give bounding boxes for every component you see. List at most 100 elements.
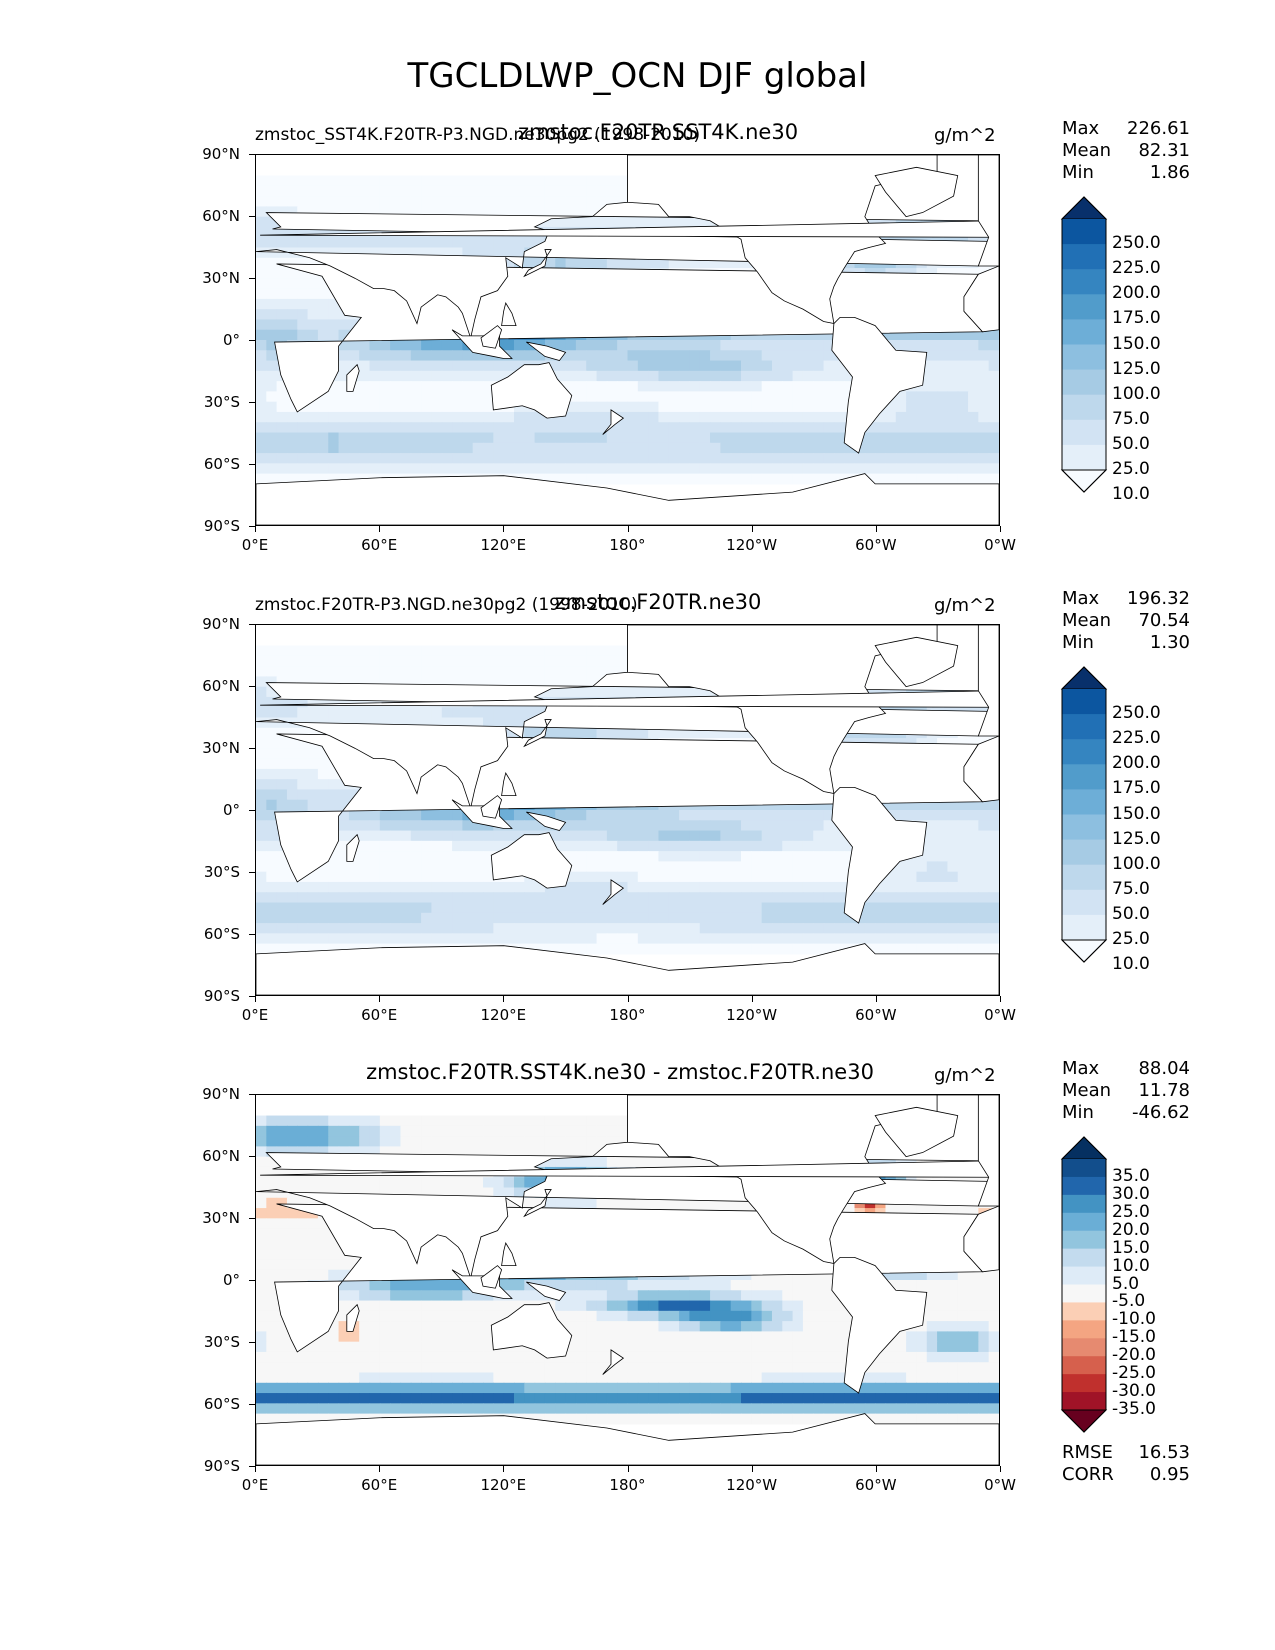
field-cell — [988, 422, 999, 434]
field-cell — [720, 411, 732, 423]
field-cell — [462, 912, 474, 924]
field-cell — [947, 473, 959, 485]
field-cell — [823, 810, 835, 821]
field-cell — [885, 881, 897, 893]
field-cell — [720, 810, 732, 821]
coastline-philippines — [501, 771, 517, 797]
field-cell — [968, 463, 979, 475]
field-cell — [575, 645, 587, 657]
field-cell — [307, 707, 319, 719]
field-cell — [493, 902, 505, 914]
field-cell — [637, 391, 649, 403]
field-cell — [596, 892, 608, 904]
field-cell — [679, 861, 691, 873]
field-cell — [802, 871, 814, 883]
field-cell — [328, 851, 340, 862]
field-cell — [575, 216, 587, 228]
y-tick-mark — [249, 934, 255, 935]
field-cell — [328, 391, 340, 403]
field-cell — [266, 381, 278, 392]
colorbar-segment — [1062, 419, 1106, 446]
field-cell — [813, 463, 825, 475]
field-cell — [555, 453, 567, 464]
y-tick-label: 90°S — [203, 517, 240, 535]
field-cell — [544, 340, 556, 351]
field-cell — [317, 442, 329, 454]
y-tick-mark — [249, 464, 255, 465]
field-cell — [627, 216, 639, 228]
field-cell — [565, 196, 577, 207]
map-svg — [256, 155, 999, 525]
field-cell — [637, 257, 649, 269]
field-cell — [637, 686, 649, 698]
field-cell — [947, 370, 959, 382]
field-cell — [668, 391, 680, 403]
field-cell — [307, 768, 319, 780]
field-cell — [379, 442, 391, 454]
field-cell — [596, 840, 608, 852]
field-cell — [441, 422, 453, 434]
field-cell — [286, 1177, 298, 1189]
field-cell — [286, 912, 298, 924]
field-cell — [906, 442, 918, 454]
field-cell — [359, 381, 371, 392]
field-cell — [771, 350, 783, 362]
field-cell — [658, 442, 670, 454]
field-cell — [483, 892, 494, 904]
field-cell — [617, 861, 629, 873]
field-cell — [710, 381, 721, 392]
field-cell — [596, 257, 608, 269]
field-cell — [596, 196, 608, 207]
field-cell — [730, 350, 742, 362]
field-cell — [513, 175, 525, 187]
field-cell — [390, 645, 402, 657]
field-cell — [431, 861, 443, 873]
field-cell — [627, 840, 639, 852]
field-cell — [317, 779, 329, 791]
field-cell — [276, 319, 288, 331]
field-cell — [472, 707, 484, 719]
field-cell — [906, 401, 918, 413]
field-cell — [503, 933, 515, 945]
y-tick-mark — [249, 996, 255, 997]
field-cell — [286, 645, 298, 657]
coastline-greenland — [874, 636, 959, 688]
field-cell — [761, 933, 773, 945]
field-cell — [792, 391, 804, 403]
field-cell — [741, 340, 752, 351]
field-cell — [410, 655, 422, 667]
field-cell — [513, 933, 525, 945]
field-cell — [575, 381, 587, 392]
field-cell — [379, 247, 391, 259]
field-cell — [483, 851, 494, 862]
field-cell — [544, 1146, 556, 1158]
field-cell — [668, 861, 680, 873]
field-cell — [761, 370, 773, 382]
field-cell — [575, 432, 587, 444]
field-cell — [802, 381, 814, 392]
field-cell — [710, 257, 721, 269]
field-cell — [957, 329, 969, 341]
field-cell — [575, 411, 587, 423]
field-cell — [875, 411, 887, 423]
field-cell — [771, 912, 783, 924]
field-cell — [751, 933, 763, 945]
field-cell — [668, 422, 680, 434]
field-cell — [493, 923, 505, 934]
field-cell — [782, 411, 794, 423]
field-cell — [266, 319, 278, 331]
field-cell — [513, 707, 525, 719]
field-cell — [823, 411, 835, 423]
field-cell — [802, 923, 814, 934]
field-cell — [328, 381, 340, 392]
field-cell — [359, 206, 371, 218]
field-cell — [503, 810, 515, 821]
field-cell — [648, 840, 660, 852]
field-cell — [317, 319, 329, 331]
field-cell — [524, 237, 536, 249]
field-cell — [297, 1166, 309, 1178]
field-cell — [658, 340, 670, 351]
field-cell — [503, 422, 515, 434]
field-cell — [957, 799, 969, 811]
field-cell — [906, 933, 918, 945]
